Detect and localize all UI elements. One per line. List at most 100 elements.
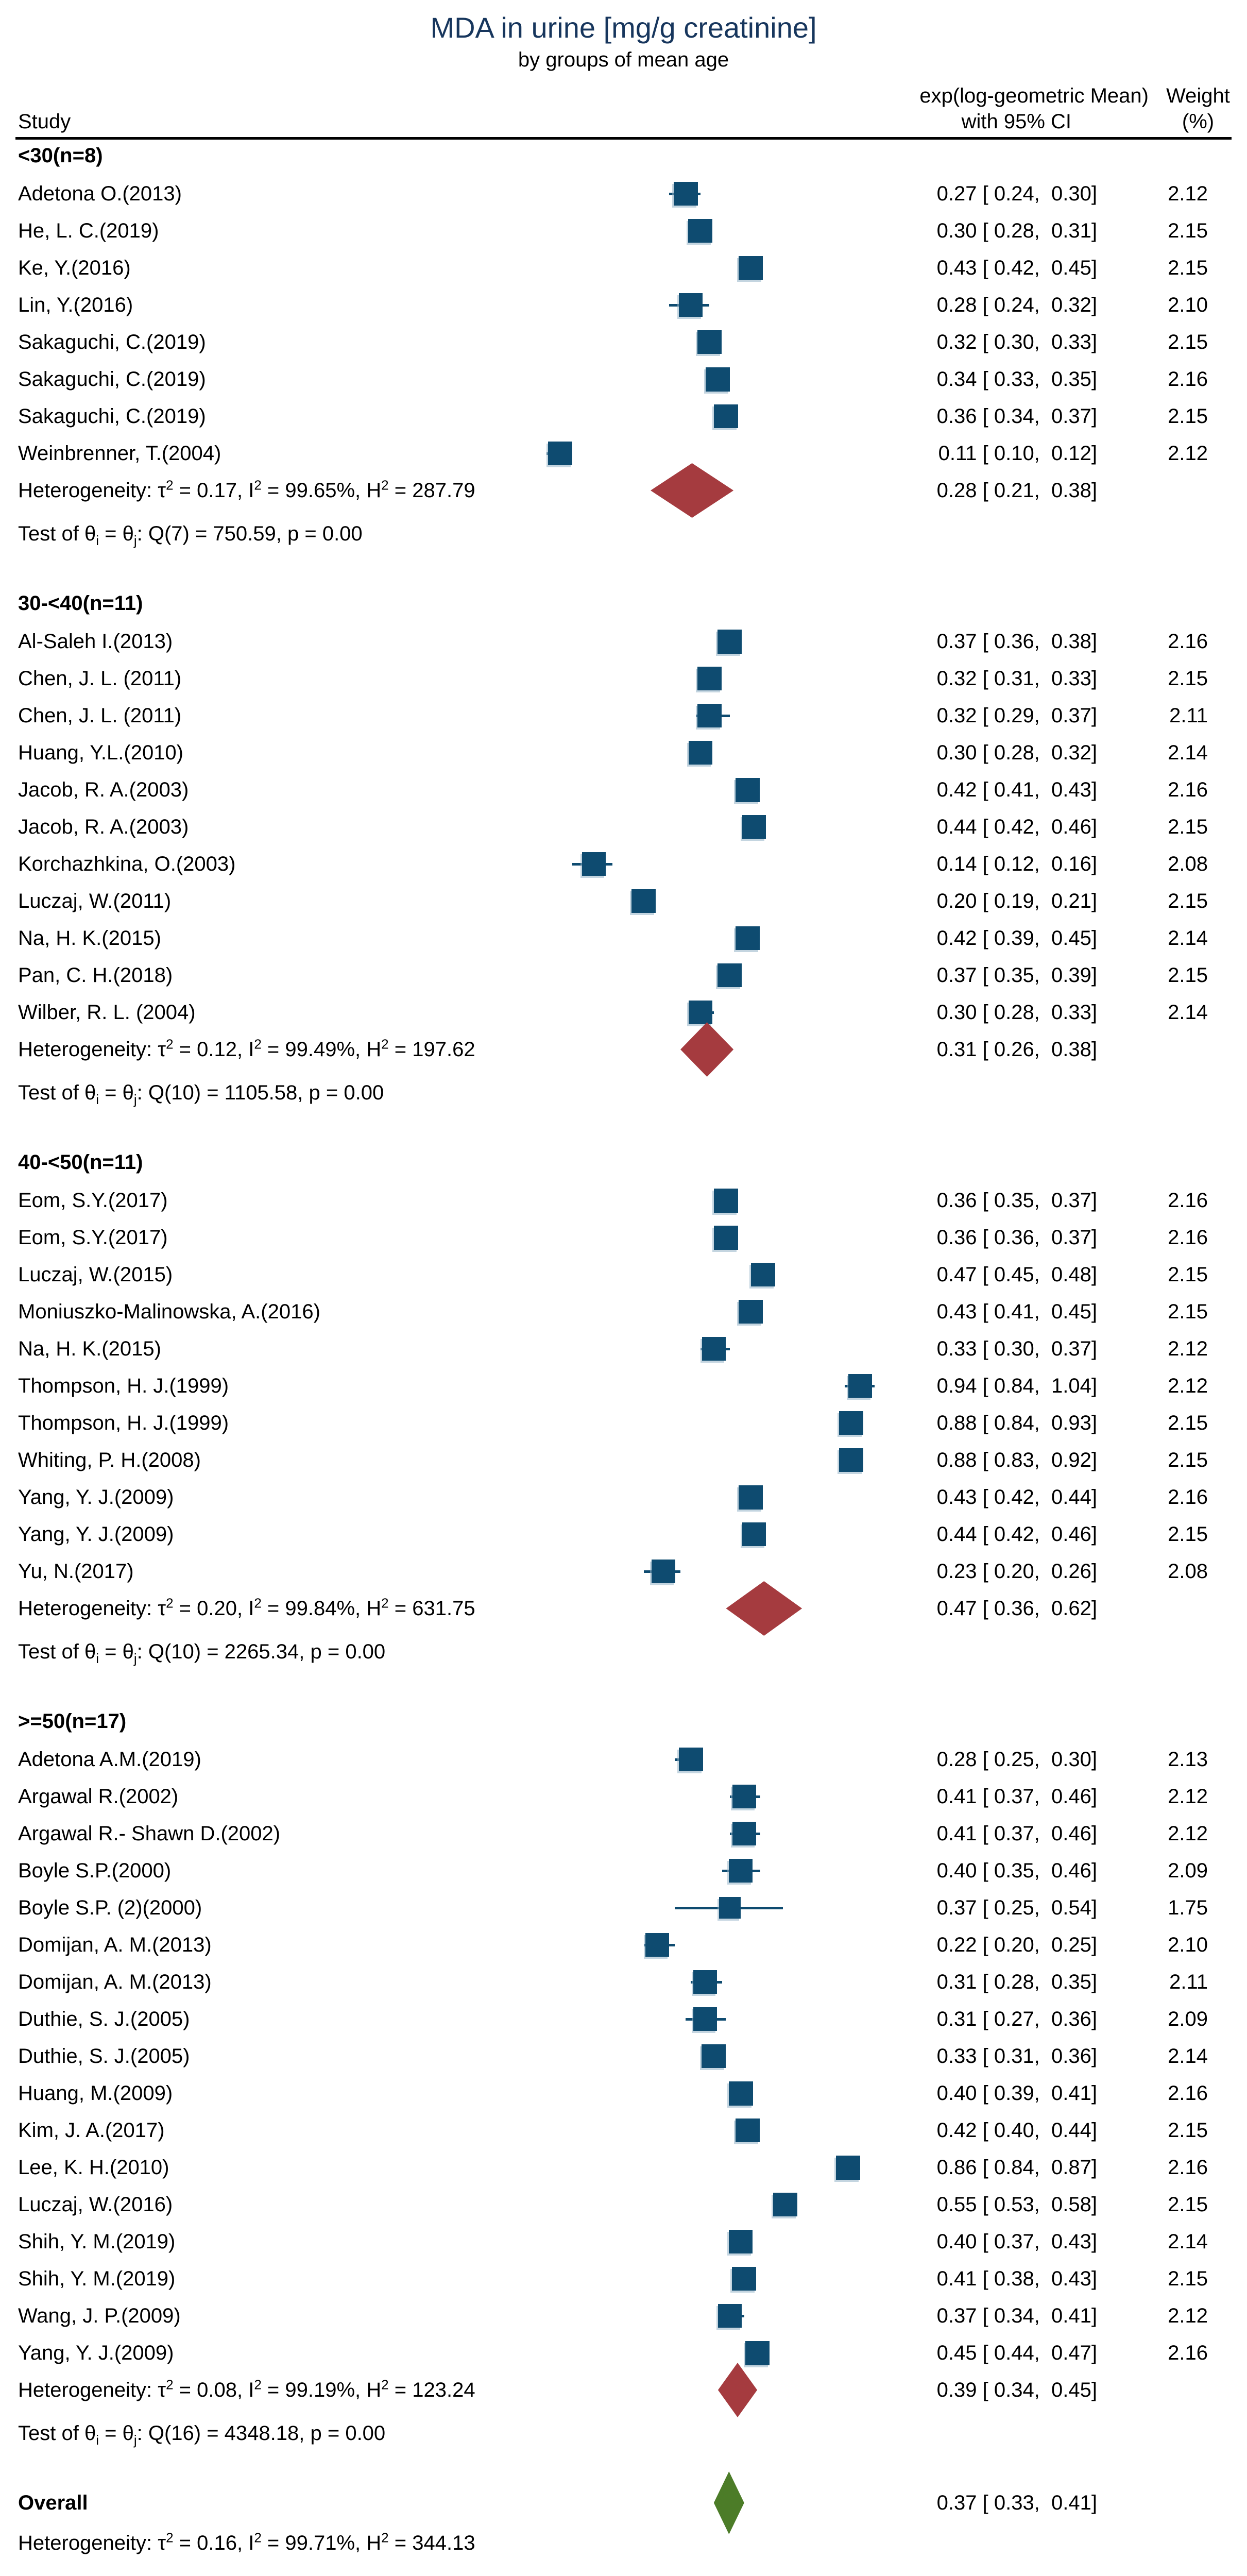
- weight-value: 2.09: [1168, 1859, 1208, 1882]
- study-row: Adetona O.(2013) 0.27 [ 0.24, 0.30] 2.12: [0, 175, 1247, 212]
- study-label: Luczaj, W.(2016): [18, 2193, 173, 2216]
- study-label: Duthie, S. J.(2005): [18, 2045, 190, 2067]
- header-rule: [15, 137, 1232, 140]
- study-label: Korchazhkina, O.(2003): [18, 853, 236, 875]
- estimate-value: 0.31 [ 0.28, 0.35]: [936, 1971, 1097, 1993]
- study-row: Korchazhkina, O.(2003) 0.14 [ 0.12, 0.16]…: [0, 845, 1247, 883]
- study-label: Wang, J. P.(2009): [18, 2304, 181, 2327]
- estimate-value: 0.40 [ 0.35, 0.46]: [936, 1859, 1097, 1882]
- weight-value: 2.15: [1168, 1300, 1208, 1323]
- estimate-value: 0.27 [ 0.24, 0.30]: [936, 182, 1097, 205]
- pooled-row-label: Heterogeneity: τ2 = 0.12, I2 = 99.49%, H…: [18, 1036, 475, 1061]
- estimate-value: 0.40 [ 0.37, 0.43]: [936, 2230, 1097, 2253]
- effect-marker: [548, 441, 572, 466]
- weight-value: 2.16: [1168, 2156, 1208, 2179]
- group-test-row: Test of θi = θj: Q(10) = 1105.58, p = 0.…: [0, 1074, 1247, 1111]
- study-row: Ke, Y.(2016) 0.43 [ 0.42, 0.45] 2.15: [0, 249, 1247, 286]
- effect-marker: [735, 777, 760, 802]
- column-header-weight-line2: (%): [1182, 110, 1215, 133]
- weight-value: 2.15: [1168, 2193, 1208, 2216]
- weight-value: 2.16: [1168, 778, 1208, 801]
- study-row: Pan, C. H.(2018) 0.37 [ 0.35, 0.39] 2.15: [0, 957, 1247, 994]
- effect-marker: [714, 404, 738, 429]
- study-label: Sakaguchi, C.(2019): [18, 368, 206, 391]
- study-row: Duthie, S. J.(2005) 0.33 [ 0.31, 0.36] 2.1…: [0, 2038, 1247, 2075]
- effect-marker: [773, 2192, 798, 2217]
- study-label: Yang, Y. J.(2009): [18, 1523, 174, 1546]
- study-label: Shih, Y. M.(2019): [18, 2230, 176, 2253]
- weight-value: 2.14: [1168, 741, 1208, 764]
- weight-value: 2.15: [1168, 964, 1208, 987]
- study-label: Adetona A.M.(2019): [18, 1748, 201, 1771]
- study-label: Kim, J. A.(2017): [18, 2119, 165, 2142]
- effect-marker: [706, 367, 730, 392]
- estimate-value: 0.33 [ 0.30, 0.37]: [936, 1337, 1097, 1360]
- study-row: Sakaguchi, C.(2019) 0.34 [ 0.33, 0.35] 2.1…: [0, 361, 1247, 398]
- group-header-label: 30-<40(n=11): [18, 592, 143, 615]
- overall-test-row: Test of θi = θj: Q(46) = 12049.45, p = 0…: [0, 2566, 1247, 2576]
- study-label: Yang, Y. J.(2009): [18, 1486, 174, 1509]
- study-row: Jacob, R. A.(2003) 0.42 [ 0.41, 0.43] 2.16: [0, 771, 1247, 808]
- study-label: Lee, K. H.(2010): [18, 2156, 169, 2179]
- effect-marker: [702, 2044, 726, 2069]
- group-test-row-label: Test of θi = θj: Q(10) = 1105.58, p = 0.…: [18, 1081, 384, 1107]
- overall-heterogeneity-row: Heterogeneity: τ2 = 0.16, I2 = 99.71%, H…: [0, 2524, 1247, 2562]
- column-header-study: Study: [18, 110, 71, 133]
- weight-value: 2.16: [1168, 630, 1208, 653]
- study-row: Boyle S.P. (2)(2000) 0.37 [ 0.25, 0.54] 1.…: [0, 1889, 1247, 1926]
- weight-value: 2.14: [1168, 927, 1208, 950]
- study-row: Shih, Y. M.(2019) 0.40 [ 0.37, 0.43] 2.14: [0, 2223, 1247, 2260]
- estimate-value: 0.37 [ 0.36, 0.38]: [936, 630, 1097, 653]
- study-label: Boyle S.P.(2000): [18, 1859, 172, 1882]
- study-label: Domijan, A. M.(2013): [18, 1971, 212, 1993]
- study-row: Chen, J. L. (2011) 0.32 [ 0.29, 0.37] 2.11: [0, 697, 1247, 734]
- weight-value: 2.15: [1168, 816, 1208, 838]
- weight-value: 2.12: [1168, 442, 1208, 465]
- effect-marker: [839, 1411, 863, 1435]
- study-row: Shih, Y. M.(2019) 0.41 [ 0.38, 0.43] 2.15: [0, 2260, 1247, 2297]
- study-label: Argawal R.- Shawn D.(2002): [18, 1822, 281, 1845]
- study-label: Adetona O.(2013): [18, 182, 182, 205]
- effect-marker: [718, 2303, 742, 2328]
- effect-marker: [835, 2155, 860, 2180]
- study-label: Domijan, A. M.(2013): [18, 1934, 212, 1956]
- effect-marker: [728, 2081, 753, 2106]
- estimate-value: 0.42 [ 0.39, 0.45]: [936, 927, 1097, 950]
- weight-value: 2.12: [1168, 1337, 1208, 1360]
- study-row: Eom, S.Y.(2017) 0.36 [ 0.35, 0.37] 2.16: [0, 1182, 1247, 1219]
- study-label: Al-Saleh I.(2013): [18, 630, 173, 653]
- study-row: Luczaj, W.(2016) 0.55 [ 0.53, 0.58] 2.15: [0, 2186, 1247, 2223]
- weight-value: 2.12: [1168, 1822, 1208, 1845]
- study-row: Thompson, H. J.(1999) 0.88 [ 0.84, 0.93] 2…: [0, 1404, 1247, 1442]
- estimate-value: 0.86 [ 0.84, 0.87]: [936, 2156, 1097, 2179]
- study-label: Jacob, R. A.(2003): [18, 816, 189, 838]
- effect-marker: [739, 1485, 763, 1510]
- estimate-value: 0.32 [ 0.29, 0.37]: [936, 704, 1097, 727]
- study-label: Duthie, S. J.(2005): [18, 2008, 190, 2030]
- study-label: Eom, S.Y.(2017): [18, 1189, 168, 1212]
- group-header: 40-<50(n=11): [0, 1144, 1247, 1181]
- study-row: Yang, Y. J.(2009) 0.45 [ 0.44, 0.47] 2.16: [0, 2334, 1247, 2371]
- effect-marker: [693, 2007, 717, 2031]
- estimate-value: 0.45 [ 0.44, 0.47]: [936, 2342, 1097, 2364]
- study-label: He, L. C.(2019): [18, 219, 159, 242]
- estimate-value: 0.41 [ 0.37, 0.46]: [936, 1822, 1097, 1845]
- weight-value: 2.16: [1168, 1226, 1208, 1249]
- study-label: Weinbrenner, T.(2004): [18, 442, 221, 465]
- study-label: Chen, J. L. (2011): [18, 704, 182, 727]
- study-row: Domijan, A. M.(2013) 0.22 [ 0.20, 0.25] 2.…: [0, 1926, 1247, 1963]
- weight-value: 2.16: [1168, 2082, 1208, 2105]
- study-row: Jacob, R. A.(2003) 0.44 [ 0.42, 0.46] 2.15: [0, 808, 1247, 845]
- group-header-label: >=50(n=17): [18, 1710, 127, 1733]
- estimate-value: 0.30 [ 0.28, 0.33]: [936, 1001, 1097, 1024]
- column-header-effect-line2: with 95% CI: [961, 110, 1071, 133]
- estimate-value: 0.39 [ 0.34, 0.45]: [936, 2379, 1097, 2401]
- weight-value: 2.12: [1168, 2304, 1208, 2327]
- study-label: Sakaguchi, C.(2019): [18, 331, 206, 353]
- group-header: <30(n=8): [0, 137, 1247, 174]
- weight-value: 2.16: [1168, 1189, 1208, 1212]
- effect-marker: [728, 1858, 753, 1883]
- study-row: Boyle S.P.(2000) 0.40 [ 0.35, 0.46] 2.09: [0, 1852, 1247, 1889]
- study-row: Na, H. K.(2015) 0.42 [ 0.39, 0.45] 2.14: [0, 920, 1247, 957]
- pooled-row-label: Heterogeneity: τ2 = 0.08, I2 = 99.19%, H…: [18, 2377, 475, 2401]
